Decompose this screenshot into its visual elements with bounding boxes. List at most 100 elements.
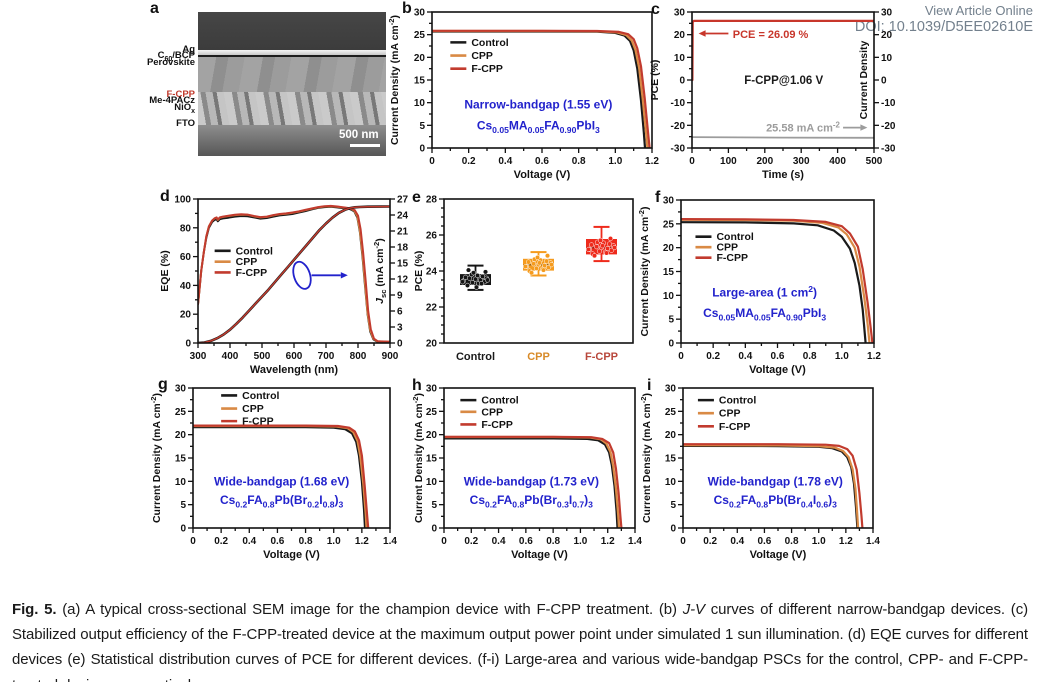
panel-label-e: e [412,189,421,206]
svg-text:500: 500 [254,351,271,362]
svg-text:Wide-bandgap (1.68 eV): Wide-bandgap (1.68 eV) [214,475,349,489]
svg-text:0: 0 [397,339,403,350]
svg-text:20: 20 [674,30,686,41]
svg-text:0.6: 0.6 [771,351,785,362]
svg-text:CPP: CPP [527,351,550,363]
svg-text:F-CPP: F-CPP [236,267,268,279]
svg-text:20: 20 [175,430,187,441]
sem-image: 500 nm [198,12,386,156]
svg-text:1.2: 1.2 [601,536,615,547]
svg-text:200: 200 [756,156,773,167]
chart-jv-wide-bandgap-168: 0 0.2 0.4 0.6 0.8 1.0 1.2 1.4 0 5 10 15 20 25 30 Voltag… [150,374,406,570]
sem-vacuum-region [198,12,386,50]
svg-text:30: 30 [663,196,675,207]
svg-text:Control: Control [456,351,495,363]
svg-text:15: 15 [426,454,438,465]
layer-label-perovskite: Perovskite [146,57,195,68]
svg-text:20: 20 [426,430,438,441]
svg-text:20: 20 [426,339,438,350]
chart-stabilized-output: 0 100 200 300 400 500 -30 -20 -10 0 10 20 30 -30 -20 -1… [648,0,940,184]
svg-text:10: 10 [665,477,677,488]
svg-text:22: 22 [426,303,438,314]
svg-text:Control: Control [242,390,279,402]
svg-text:1.2: 1.2 [355,536,369,547]
svg-text:Cs0.2FA0.8Pb(Br0.3I0.7)3: Cs0.2FA0.8Pb(Br0.3I0.7)3 [470,493,594,509]
svg-text:0.8: 0.8 [785,536,799,547]
svg-text:20: 20 [881,30,893,41]
svg-text:0.2: 0.2 [706,351,720,362]
panel-label-i: i [647,377,652,394]
svg-text:0.4: 0.4 [498,156,512,167]
svg-text:40: 40 [180,281,192,292]
svg-text:10: 10 [414,98,426,109]
sem-ag-layer [198,50,386,55]
svg-text:Voltage (V): Voltage (V) [511,549,568,561]
svg-text:0.2: 0.2 [214,536,228,547]
svg-text:Jsc (mA cm-2): Jsc (mA cm-2) [372,238,388,304]
svg-text:800: 800 [350,351,367,362]
svg-text:0.6: 0.6 [757,536,771,547]
svg-text:Wavelength (nm): Wavelength (nm) [250,364,339,376]
view-article-online-link[interactable]: View Article Online [924,3,1033,18]
svg-text:10: 10 [426,477,438,488]
svg-text:-10: -10 [671,98,686,109]
svg-text:Cs0.05MA0.05FA0.90PbI3: Cs0.05MA0.05FA0.90PbI3 [703,306,826,322]
svg-text:PCE (%): PCE (%) [649,60,661,101]
svg-text:0.2: 0.2 [462,156,476,167]
svg-text:Cs0.05MA0.05FA0.90PbI3: Cs0.05MA0.05FA0.90PbI3 [477,119,600,135]
svg-text:0: 0 [441,536,447,547]
chart-jv-narrow-bandgap: 0 0.2 0.4 0.6 0.8 1.0 1.2 0 5 10 15 20 25 30 Voltage (… [388,0,660,184]
svg-text:Voltage (V): Voltage (V) [514,169,571,181]
svg-text:1.0: 1.0 [573,536,587,547]
svg-text:-10: -10 [881,98,896,109]
svg-text:Wide-bandgap (1.73 eV): Wide-bandgap (1.73 eV) [464,475,599,489]
svg-text:3: 3 [397,323,403,334]
svg-text:1.4: 1.4 [628,536,642,547]
layer-label-niox: NiOx [174,102,195,115]
svg-text:500: 500 [866,156,883,167]
svg-text:20: 20 [414,53,426,64]
article-links: View Article Online DOI: 10.1039/D5EE026… [855,3,1033,36]
svg-text:0.6: 0.6 [535,156,549,167]
svg-text:0: 0 [689,156,695,167]
svg-text:1.2: 1.2 [839,536,853,547]
svg-text:1.4: 1.4 [866,536,880,547]
doi-link[interactable]: DOI: 10.1039/D5EE02610E [854,18,1033,35]
svg-text:25.58 mA cm-2: 25.58 mA cm-2 [766,120,840,134]
svg-text:5: 5 [670,500,676,511]
svg-text:0: 0 [185,339,191,350]
svg-text:CPP: CPP [242,403,264,415]
svg-text:0: 0 [678,351,684,362]
svg-text:1.0: 1.0 [608,156,622,167]
svg-text:24: 24 [397,211,409,222]
svg-text:25: 25 [175,407,187,418]
svg-text:-30: -30 [671,144,686,155]
sem-glass-layer [198,125,386,156]
svg-text:CPP: CPP [719,408,741,420]
svg-text:30: 30 [665,384,677,395]
svg-text:0: 0 [668,339,674,350]
svg-text:1.2: 1.2 [645,156,659,167]
svg-text:Control: Control [719,395,756,407]
scale-bar [350,144,380,147]
svg-text:Cs0.2FA0.8Pb(Br0.4I0.6)3: Cs0.2FA0.8Pb(Br0.4I0.6)3 [714,493,838,509]
chart-jv-wide-bandgap-178: 0 0.2 0.4 0.6 0.8 1.0 1.2 1.4 0 5 10 15 20 25 30 Voltag… [640,374,890,570]
svg-text:CPP: CPP [236,256,258,268]
svg-text:Current Density (mA cm-2): Current Density (mA cm-2) [388,15,401,145]
svg-text:-20: -20 [881,121,896,132]
svg-text:18: 18 [397,243,409,254]
chart-eqe: 300 400 500 600 700 800 900 0 20 40 60 80 100 0 3 6 9 12 1… [158,186,456,384]
svg-text:CPP: CPP [471,50,493,62]
svg-text:Current Density (mA cm-2): Current Density (mA cm-2) [638,206,651,336]
svg-text:0.2: 0.2 [464,536,478,547]
svg-text:5: 5 [431,500,437,511]
svg-text:0: 0 [670,524,676,535]
layer-label-fcpp: F-CPP [166,89,196,100]
svg-text:26: 26 [426,231,438,242]
scale-bar-label: 500 nm [339,129,379,141]
svg-text:F-CPP: F-CPP [585,351,618,363]
svg-text:Wide-bandgap (1.78 eV): Wide-bandgap (1.78 eV) [708,475,843,489]
svg-text:0: 0 [190,536,196,547]
svg-text:0: 0 [679,76,685,87]
chart-pce-boxplot: Control CPP F-CPP 20 22 24 26 28 PCE (%) [412,186,652,384]
